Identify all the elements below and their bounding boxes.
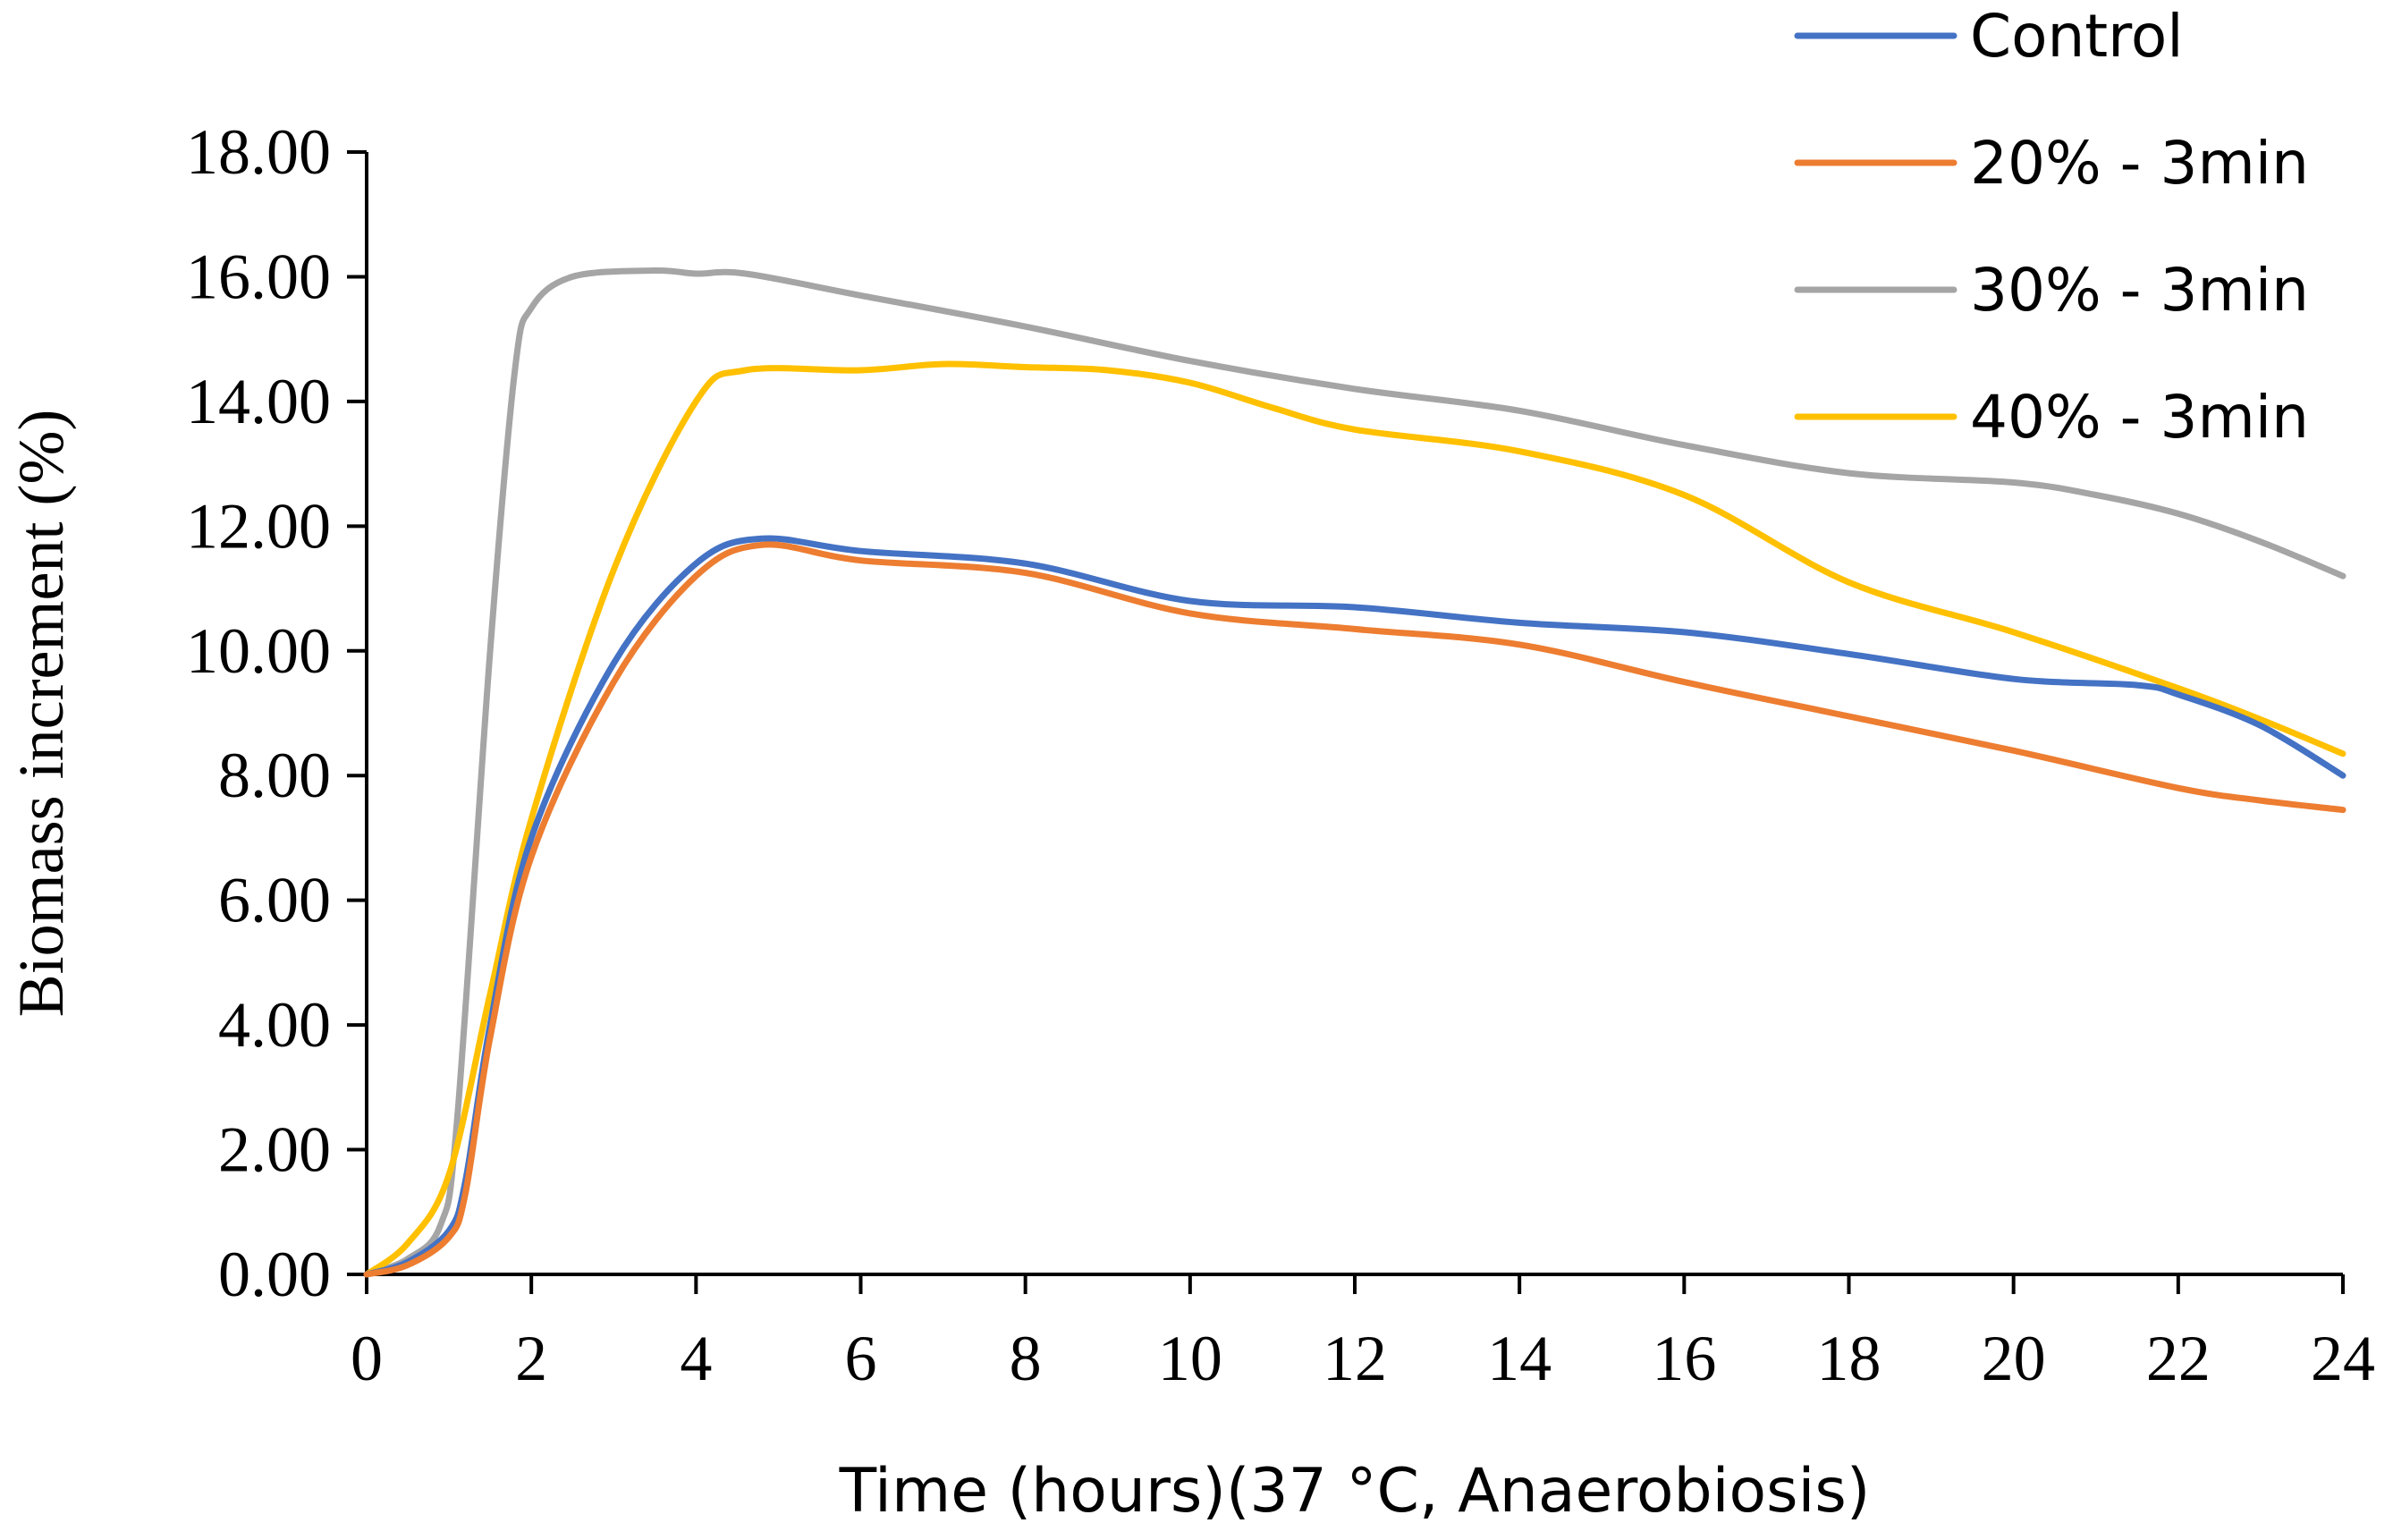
y-tick-label: 18.00	[186, 116, 331, 188]
x-tick-label: 22	[2146, 1323, 2211, 1394]
y-tick-label: 2.00	[218, 1114, 331, 1186]
series-line-control	[363, 535, 2346, 1278]
x-tick-label: 4	[680, 1323, 712, 1394]
x-ticks: 0 2 4 6 8 10 12 14 16 18 20 22 24	[351, 1274, 2375, 1394]
series-line-40-3min	[363, 360, 2346, 1278]
x-tick-label: 18	[1817, 1323, 1881, 1394]
x-tick-label: 24	[2311, 1323, 2375, 1394]
y-tick-label: 12.00	[186, 490, 331, 562]
y-tick-label: 8.00	[218, 740, 331, 811]
y-ticks: 0.00 2.00 4.00 6.00 8.00 10.00 12.00 14.00 16.00…	[186, 116, 367, 1310]
x-tick-label: 12	[1323, 1323, 1387, 1394]
y-tick-label: 16.00	[186, 241, 331, 312]
x-tick-label: 14	[1487, 1323, 1552, 1394]
x-tick-label: 20	[1982, 1323, 2046, 1394]
x-tick-label: 2	[515, 1323, 547, 1394]
y-tick-label: 10.00	[186, 615, 331, 687]
legend-label-20-3min: 20% - 3min	[1970, 129, 2309, 198]
y-tick-label: 0.00	[218, 1239, 331, 1310]
x-tick-label: 0	[351, 1323, 383, 1394]
x-tick-label: 6	[845, 1323, 877, 1394]
legend-label-30-3min: 30% - 3min	[1970, 256, 2309, 325]
legend-label-control: Control	[1970, 2, 2184, 71]
series-line-20-3min	[363, 541, 2346, 1278]
legend: Control 20% - 3min 30% - 3min 40% - 3min	[1794, 2, 2309, 452]
y-axis-title: Biomass increment (%)	[5, 410, 77, 1018]
y-tick-label: 6.00	[218, 865, 331, 936]
series-layer	[363, 267, 2346, 1278]
y-tick-label: 4.00	[218, 989, 331, 1061]
x-axis-title: Time (hours)(37 °C, Anaerobiosis)	[839, 1456, 1871, 1527]
x-tick-label: 10	[1158, 1323, 1222, 1394]
x-tick-label: 8	[1010, 1323, 1042, 1394]
series-line-30-3min	[363, 267, 2346, 1278]
y-tick-label: 14.00	[186, 366, 331, 437]
legend-label-40-3min: 40% - 3min	[1970, 383, 2309, 452]
x-tick-label: 16	[1652, 1323, 1716, 1394]
